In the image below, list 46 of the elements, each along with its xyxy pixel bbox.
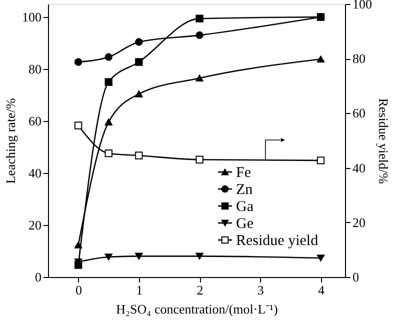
point — [135, 58, 143, 66]
legend-label: Fe — [236, 165, 252, 181]
y2-tick-label: 100 — [352, 0, 372, 12]
y-tick-label: 40 — [28, 166, 42, 180]
y-axis-title: Leaching rate/% — [3, 98, 18, 184]
point — [316, 56, 325, 63]
point — [196, 74, 204, 82]
point — [74, 58, 82, 66]
point — [104, 254, 112, 260]
legend-label: Ge — [236, 216, 254, 232]
point — [316, 254, 325, 262]
y2-tick-label: 0 — [352, 270, 359, 284]
legend-label: Zn — [236, 182, 254, 198]
point — [135, 252, 143, 260]
x-axis-title: H₂SO₄ concentration/(mol·L⁻¹) — [116, 302, 278, 316]
point — [104, 53, 112, 61]
y2-tick-label: 20 — [352, 214, 366, 230]
point — [74, 122, 82, 130]
point — [196, 14, 204, 22]
point — [135, 152, 143, 160]
y-tick-label: 80 — [28, 62, 42, 76]
x-tick-label: 1 — [136, 282, 143, 298]
y-tick-label: 20 — [28, 218, 42, 232]
legend-label: Residue yield — [236, 233, 319, 249]
legend-label: Ga — [236, 199, 254, 215]
point — [196, 156, 204, 164]
x-tick-label: 3 — [257, 282, 264, 298]
y2-tick-label: 60 — [352, 106, 366, 121]
y2-tick-label: 80 — [352, 51, 366, 66]
point — [104, 78, 112, 86]
x-tick-label: 0 — [76, 282, 82, 298]
y2-axis-title: Residue yield/% — [376, 98, 391, 184]
point — [196, 31, 204, 40]
y-tick-label: 0 — [35, 270, 42, 284]
point — [135, 38, 143, 46]
x-tick-label: 2 — [196, 282, 204, 298]
point — [104, 149, 112, 158]
point — [135, 90, 143, 98]
y-tick-label: 60 — [28, 114, 42, 128]
point — [104, 118, 112, 126]
point — [316, 156, 325, 164]
point — [74, 242, 82, 248]
y-tick-label: 100 — [22, 10, 42, 24]
y2-tick-label: 40 — [352, 160, 366, 176]
x-tick-label: 4 — [318, 282, 326, 298]
point — [196, 252, 204, 260]
